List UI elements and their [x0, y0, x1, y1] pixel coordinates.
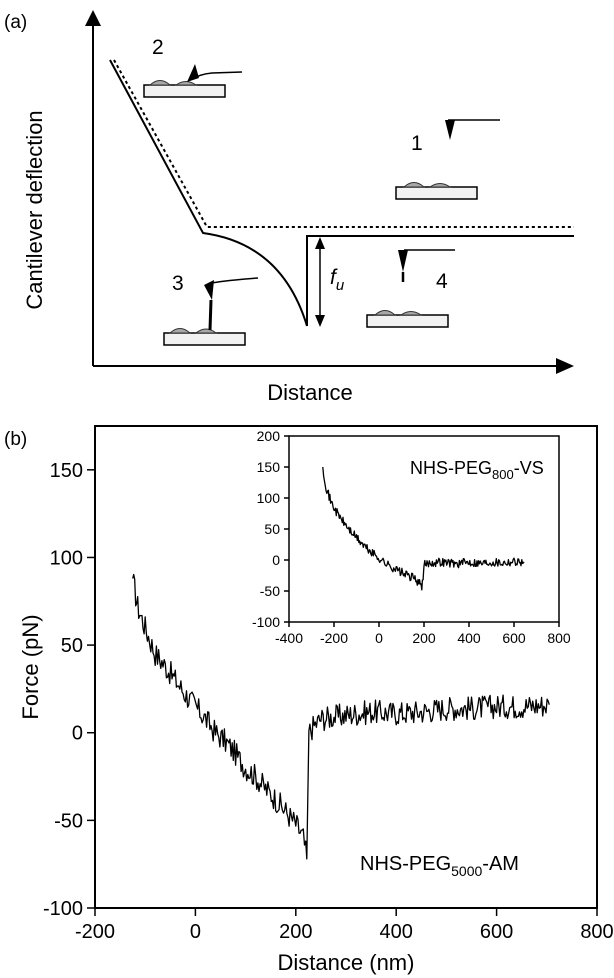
x-tick-label: -200 — [320, 630, 348, 646]
stage-3-label: 3 — [172, 272, 184, 295]
x-tick-label: 400 — [457, 630, 481, 646]
y-tick-label: 100 — [50, 547, 83, 569]
x-tick-label: 0 — [190, 921, 201, 943]
y-tick-label: 150 — [50, 460, 83, 482]
main-y-label: Force (pN) — [18, 614, 43, 719]
x-tick-label: -200 — [75, 921, 115, 943]
panel-a-x-label: Distance — [267, 380, 353, 405]
y-tick-label: 150 — [257, 459, 281, 475]
panel-b: (b) -100 -50 0 50 100 150 -200 0 200 400 600 800 F… — [4, 425, 614, 975]
panel-a-label: (a) — [4, 12, 27, 33]
panel-a-x-arrow-icon — [556, 358, 574, 374]
panel-a-y-label: Cantilever deflection — [22, 110, 47, 309]
main-chart-frame — [94, 425, 598, 909]
x-tick-label: 200 — [412, 630, 436, 646]
force-arrow-up-icon — [315, 237, 325, 249]
retract-curve — [109, 59, 308, 327]
main-x-label: Distance (nm) — [278, 950, 415, 975]
y-tick-label: -100 — [252, 614, 280, 630]
x-tick-label: 400 — [380, 921, 413, 943]
afm-schematic-2 — [143, 64, 243, 98]
panel-b-label: (b) — [4, 429, 27, 450]
y-tick-label: -100 — [43, 898, 83, 920]
x-tick-label: 800 — [547, 630, 571, 646]
stage-4-label: 4 — [436, 270, 448, 293]
stage-1-label: 1 — [411, 132, 423, 155]
inset-annotation: NHS-PEG800-VS — [410, 458, 544, 482]
x-tick-label: 800 — [580, 921, 613, 943]
main-force-trace — [132, 573, 550, 860]
y-tick-label: 200 — [257, 428, 281, 444]
y-tick-label: 0 — [272, 552, 280, 568]
force-label: fu — [330, 266, 345, 294]
inset-force-trace — [322, 466, 525, 591]
inset-y-ticks: -100 -50 0 50 100 150 200 — [252, 428, 289, 630]
rupture-curve — [306, 235, 574, 326]
x-tick-label: 600 — [480, 921, 513, 943]
force-arrow-down-icon — [315, 315, 325, 327]
x-tick-label: 600 — [502, 630, 526, 646]
y-tick-label: 0 — [72, 723, 83, 745]
x-tick-label: 200 — [279, 921, 312, 943]
main-x-ticks: -200 0 200 400 600 800 — [75, 908, 614, 943]
main-annotation: NHS-PEG5000-AM — [360, 853, 519, 879]
inset-chart-frame — [288, 435, 560, 623]
y-tick-label: 50 — [61, 635, 83, 657]
inset-x-ticks: -400 -200 0 200 400 600 800 — [275, 622, 571, 646]
y-tick-label: -50 — [260, 583, 280, 599]
afm-schematic-1 — [395, 119, 500, 200]
y-tick-label: 50 — [264, 521, 280, 537]
afm-schematic-4 — [366, 249, 455, 328]
panel-a: (a) Cantilever deflection Distance fu 2 … — [4, 10, 574, 405]
x-tick-label: 0 — [375, 630, 383, 646]
y-tick-label: -50 — [54, 810, 83, 832]
stage-2-label: 2 — [152, 36, 164, 59]
panel-a-y-arrow-icon — [85, 10, 101, 26]
main-y-ticks: -100 -50 0 50 100 150 — [43, 460, 95, 920]
afm-schematic-3 — [163, 277, 259, 346]
y-tick-label: 100 — [257, 490, 281, 506]
x-tick-label: -400 — [275, 630, 303, 646]
